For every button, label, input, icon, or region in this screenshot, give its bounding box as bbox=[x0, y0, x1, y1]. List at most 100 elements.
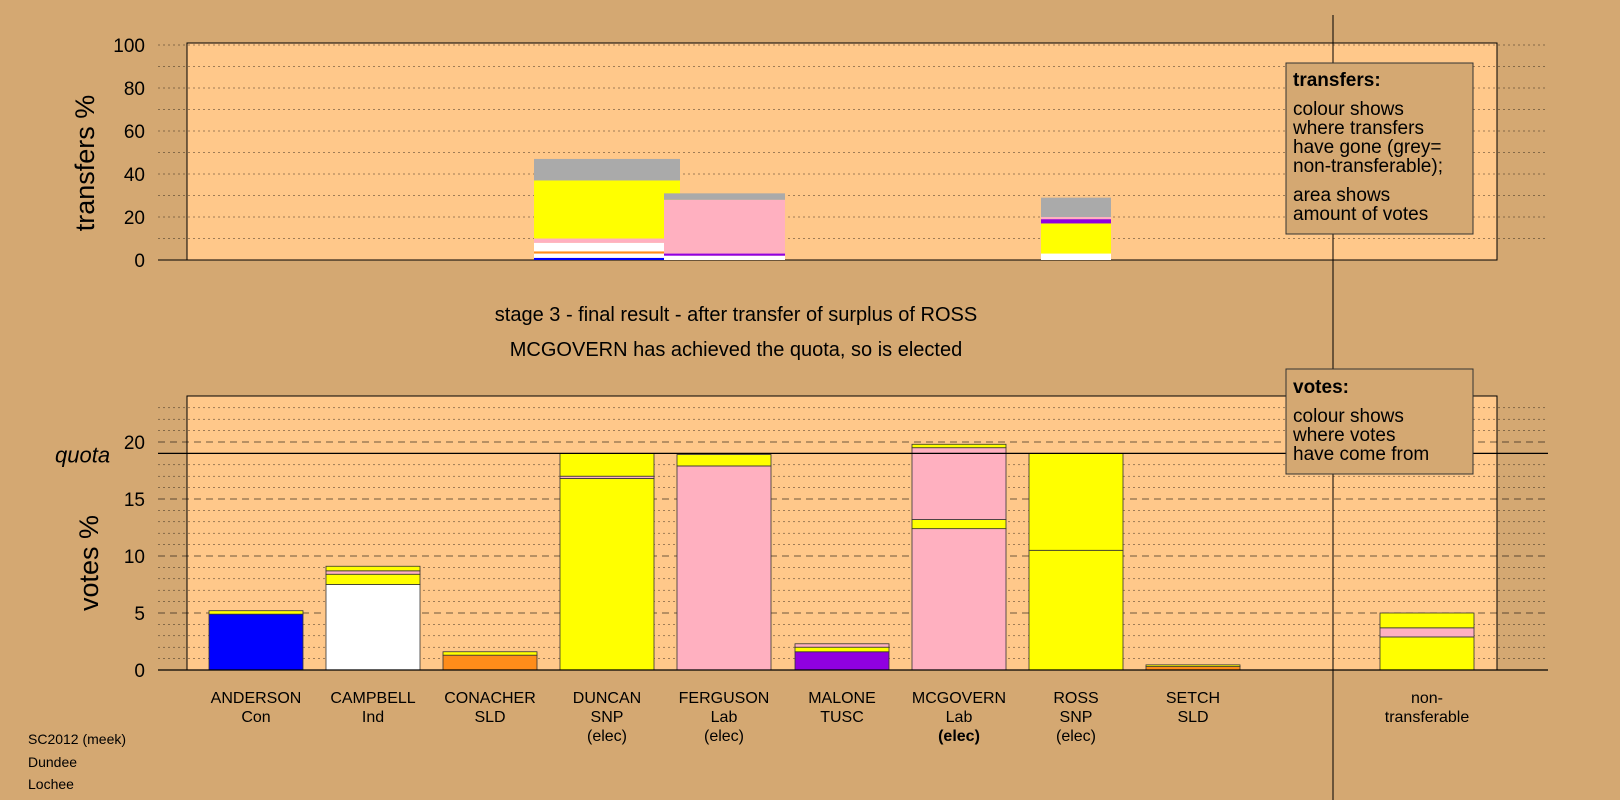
vote-bar-segment bbox=[911, 447, 1007, 520]
candidate-name: CAMPBELL bbox=[330, 690, 415, 707]
candidate-name: CONACHER bbox=[444, 690, 536, 707]
transfer-bar-segment bbox=[1041, 217, 1111, 220]
transfer-bar-segment bbox=[534, 158, 680, 181]
candidate-name: FERGUSON bbox=[679, 690, 770, 707]
footer-ward: Lochee bbox=[28, 776, 74, 792]
candidate-name: ROSS bbox=[1053, 690, 1098, 707]
vote-bar-segment bbox=[794, 643, 890, 648]
vote-bar-segment bbox=[1379, 612, 1475, 629]
vote-bar-segment bbox=[911, 528, 1007, 671]
transfers-y-axis-label: transfers % bbox=[70, 95, 100, 232]
transfer-bar-segment bbox=[1041, 219, 1111, 224]
candidate-name: MALONE bbox=[808, 690, 876, 707]
vote-bars bbox=[208, 443, 1475, 671]
transfer-bar-segment bbox=[1041, 223, 1111, 254]
vote-bar-segment bbox=[1379, 636, 1475, 671]
y-tick-label: 10 bbox=[124, 547, 145, 568]
transfer-bar-segment bbox=[534, 253, 680, 258]
candidate-party: Ind bbox=[362, 709, 384, 726]
votes-legend-line: have come from bbox=[1293, 444, 1429, 465]
vote-bar-segment bbox=[911, 443, 1007, 449]
vote-bar-segment bbox=[208, 610, 304, 615]
vote-bar-segment bbox=[559, 452, 655, 477]
y-tick-label: 0 bbox=[134, 661, 145, 682]
transfer-bar-segment bbox=[664, 193, 785, 200]
vote-bar-segment bbox=[676, 454, 772, 467]
transfer-bar-segment bbox=[1041, 253, 1111, 260]
vote-bar-segment bbox=[911, 519, 1007, 530]
vote-bar-segment bbox=[325, 573, 421, 585]
footer-election: SC2012 (meek) bbox=[28, 731, 126, 747]
y-tick-label: 60 bbox=[124, 122, 145, 143]
y-tick-label: 0 bbox=[134, 251, 145, 272]
vote-bar-segment bbox=[559, 478, 655, 671]
y-tick-label: 20 bbox=[124, 208, 145, 229]
vote-bar-segment bbox=[325, 565, 421, 572]
footer-council: Dundee bbox=[28, 754, 77, 770]
votes-legend-line: where votes bbox=[1292, 425, 1395, 446]
candidate-status: (elec) bbox=[938, 728, 980, 745]
transfers-legend-title: transfers: bbox=[1293, 70, 1381, 91]
transfers-grid bbox=[158, 44, 1548, 261]
transfer-bar-segment bbox=[664, 199, 785, 254]
candidate-name: DUNCAN bbox=[573, 690, 641, 707]
votes-y-axis-label: votes % bbox=[74, 515, 104, 611]
transfers-legend-line: have gone (grey= bbox=[1293, 137, 1441, 158]
candidate-party: Con bbox=[241, 709, 270, 726]
vote-bar-segment bbox=[325, 584, 421, 671]
candidate-party: SLD bbox=[474, 709, 505, 726]
candidate-name: SETCH bbox=[1166, 690, 1220, 707]
elected-message: MCGOVERN has achieved the quota, so is e… bbox=[510, 339, 962, 361]
votes-legend-title: votes: bbox=[1293, 377, 1349, 398]
transfer-bar-segment bbox=[534, 251, 680, 254]
vote-bar-segment bbox=[1145, 664, 1241, 667]
vote-bar-segment bbox=[1028, 549, 1124, 671]
candidate-party: SNP bbox=[591, 709, 624, 726]
candidate-party: SLD bbox=[1177, 709, 1208, 726]
votes-legend-box: votes: colour shows where votes have com… bbox=[1285, 368, 1474, 475]
vote-bar-segment bbox=[794, 651, 890, 671]
vote-bar-segment bbox=[1379, 627, 1475, 638]
candidate-name: ANDERSON bbox=[211, 690, 302, 707]
candidate-name: non- bbox=[1411, 690, 1443, 707]
candidate-status: (elec) bbox=[704, 728, 744, 745]
vote-bar-segment bbox=[794, 646, 890, 653]
transfers-legend-line: where transfers bbox=[1292, 118, 1424, 139]
transfers-y-ticks: 0 20 40 60 80 100 bbox=[113, 36, 145, 272]
candidate-status: (elec) bbox=[587, 728, 627, 745]
y-tick-label: 40 bbox=[124, 165, 145, 186]
y-tick-label: 15 bbox=[124, 490, 145, 511]
candidate-status: (elec) bbox=[1056, 728, 1096, 745]
y-tick-label: 5 bbox=[134, 604, 145, 625]
transfers-legend-line: non-transferable); bbox=[1293, 156, 1443, 177]
y-tick-label: 20 bbox=[124, 433, 145, 454]
votes-y-ticks: 0 5 10 15 20 bbox=[124, 433, 145, 682]
candidate-party: transferable bbox=[1385, 709, 1470, 726]
transfers-legend-line: colour shows bbox=[1293, 99, 1404, 120]
candidate-party: Lab bbox=[946, 709, 973, 726]
vote-bar-segment bbox=[325, 570, 421, 575]
transfers-plot-area bbox=[186, 42, 1498, 261]
y-tick-label: 80 bbox=[124, 79, 145, 100]
transfer-bar-segment bbox=[534, 257, 680, 260]
y-tick-label: 100 bbox=[113, 36, 145, 57]
candidate-party: TUSC bbox=[820, 709, 864, 726]
vote-bar-segment bbox=[442, 654, 538, 671]
transfer-bar-segment bbox=[534, 180, 680, 239]
transfer-bar-segment bbox=[1041, 197, 1111, 217]
vote-bar-segment bbox=[208, 613, 304, 671]
vote-bar-segment bbox=[676, 465, 772, 671]
quota-label: quota bbox=[55, 442, 110, 467]
stage-title: stage 3 - final result - after transfer … bbox=[495, 304, 977, 326]
transfers-legend-line: area shows bbox=[1293, 185, 1390, 206]
transfers-legend-box: transfers: colour shows where transfers … bbox=[1285, 62, 1474, 235]
transfer-bar-segment bbox=[664, 253, 785, 256]
transfer-bars bbox=[534, 158, 1111, 260]
candidate-name: MCGOVERN bbox=[912, 690, 1006, 707]
candidate-party: SNP bbox=[1060, 709, 1093, 726]
votes-legend-line: colour shows bbox=[1293, 406, 1404, 427]
candidate-party: Lab bbox=[711, 709, 738, 726]
vote-bar-segment bbox=[1028, 452, 1124, 551]
transfers-legend-line: amount of votes bbox=[1293, 204, 1428, 225]
